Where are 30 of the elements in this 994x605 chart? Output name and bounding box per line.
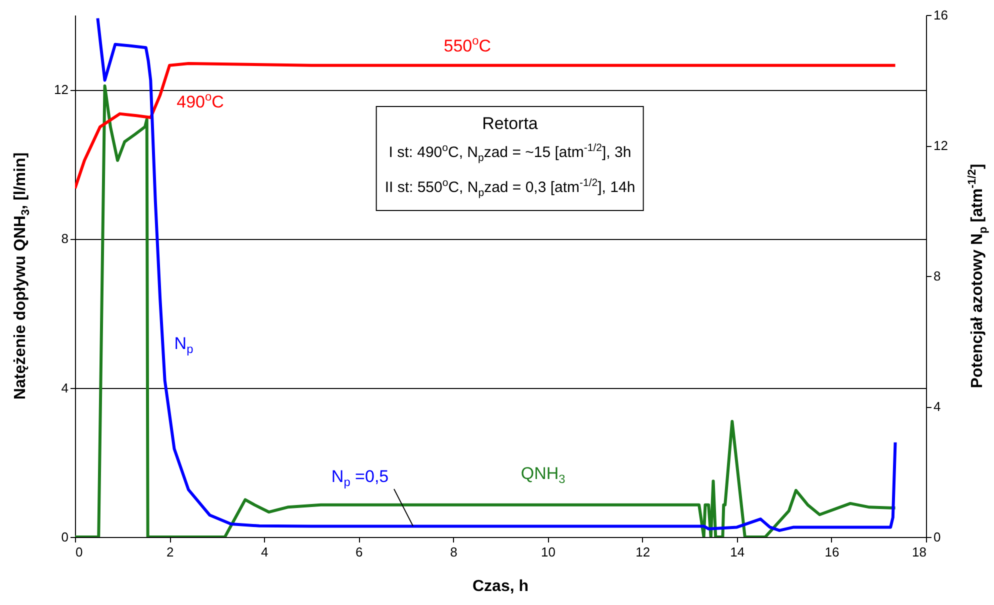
x-tick-label: 0 (76, 544, 83, 560)
y-tick-label: 8 (61, 231, 68, 246)
x-tick-label: 16 (824, 544, 840, 560)
line-series (96, 16, 897, 532)
x-tick-label: 6 (356, 544, 363, 560)
series-label: QNH$_{3}$ (520, 464, 566, 487)
annotation: 490$^{o}$C (176, 89, 224, 112)
x-tick-label: 2 (166, 544, 174, 560)
y2-tick-label: 4 (934, 399, 941, 414)
y-tick-label: 12 (54, 82, 68, 98)
y2-tick-label: 12 (934, 138, 948, 153)
x-tick-label: 14 (730, 544, 745, 560)
annotation: I st: 490$^{o}$C, N$_{p}$zad = ~15 [atm$^{-1/2}$], 3h (388, 141, 632, 166)
x-tick-label: 8 (450, 544, 458, 560)
x-tick-label: 10 (541, 544, 556, 560)
line-series (75, 84, 897, 537)
annotation: 550$^{o}$C (444, 34, 492, 56)
x-tick-label: 12 (636, 544, 650, 560)
annotation: N$_{p}$ =0,5 (331, 466, 389, 490)
annotation: Retorta (481, 113, 539, 135)
y2-tick-label: 16 (934, 8, 948, 22)
y-tick-label: 4 (61, 380, 68, 396)
x-tick-label: 4 (260, 544, 268, 560)
x-axis-title: Czas, h (472, 578, 529, 596)
y2-tick-label: 8 (934, 268, 941, 284)
y2-tick-label: 0 (934, 530, 941, 544)
annotation: II st: 550$^{o}$C, N$_{p}$zad = 0,3 [atm$^{-1/2}$], 14h (384, 176, 636, 201)
x-tick-label: 18 (912, 544, 926, 560)
y-tick-label: 0 (61, 530, 68, 544)
series-label: N$_{p}$ (174, 334, 194, 356)
